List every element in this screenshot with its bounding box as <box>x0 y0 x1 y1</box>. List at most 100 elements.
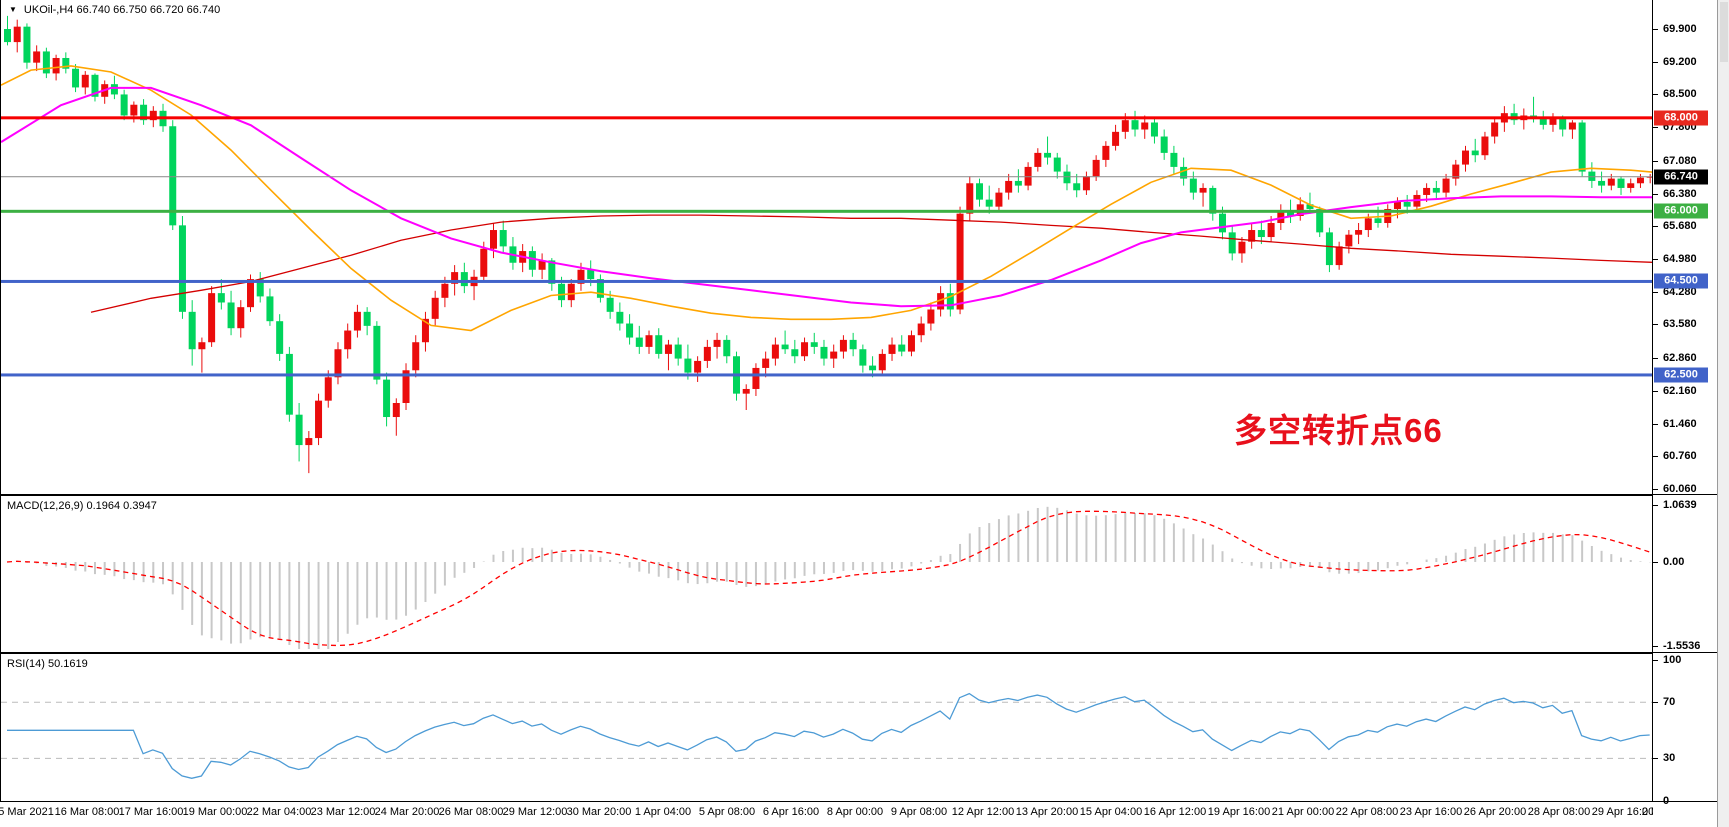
price-badge-66.000: 66.000 <box>1654 203 1708 219</box>
candle-body <box>23 26 31 63</box>
candle-body <box>1063 171 1071 184</box>
candle-body <box>1617 178 1625 188</box>
candle-body <box>976 183 983 200</box>
candle-body <box>208 293 216 343</box>
price-tick-mark <box>1653 291 1658 293</box>
candle-body <box>1199 187 1207 193</box>
macd-values: 0.1964 0.3947 <box>86 500 157 512</box>
ma-slow-red-line <box>90 214 1652 313</box>
price-tick-mark <box>1653 390 1658 392</box>
candle-body <box>1432 187 1440 193</box>
vertical-scrollbar[interactable] <box>1717 0 1729 827</box>
candle-body <box>626 323 634 338</box>
candle-body <box>820 346 828 359</box>
rsi-panel[interactable]: RSI(14) 50.1619 <box>0 653 1653 802</box>
candle-body <box>188 311 196 350</box>
hline-66.740[interactable] <box>1 176 1652 178</box>
macd-panel[interactable]: MACD(12,26,9) 0.1964 0.3947 <box>0 495 1653 653</box>
candle-body <box>956 213 964 310</box>
price-tick-label: 66.380 <box>1663 187 1697 200</box>
price-tick-label: 61.460 <box>1663 417 1697 430</box>
time-label: 5 Apr 08:00 <box>698 806 756 818</box>
candle-body <box>490 230 497 249</box>
hline-66.000[interactable] <box>1 209 1652 213</box>
time-label: 6 Apr 16:00 <box>762 806 820 818</box>
macd-canvas[interactable] <box>1 496 1652 652</box>
hline-62.500[interactable] <box>1 373 1652 377</box>
price-tick-label: 68.500 <box>1663 88 1697 101</box>
candle-body <box>1044 152 1052 158</box>
time-label: 19 Mar 00:00 <box>182 806 248 818</box>
candle-body <box>1374 218 1382 224</box>
candle-body <box>1092 159 1100 177</box>
price-tick-mark <box>1653 456 1658 458</box>
candle-body <box>606 297 614 312</box>
candle-body <box>1578 122 1586 172</box>
candle-body <box>762 358 770 368</box>
candle-body <box>1462 150 1469 165</box>
candle-body <box>635 337 643 347</box>
candle-body <box>62 57 70 69</box>
rsi-tick-mark <box>1653 800 1658 802</box>
candle-body <box>178 225 186 312</box>
candle-body <box>664 344 672 354</box>
hline-68.000[interactable] <box>1 116 1652 120</box>
price-tick-mark <box>1653 489 1658 491</box>
candle-body <box>140 104 148 121</box>
candle-body <box>324 377 332 401</box>
candle-body <box>946 293 954 310</box>
candle-body <box>1141 122 1149 130</box>
candle-body <box>937 293 945 310</box>
rsi-tick-mark <box>1653 758 1658 760</box>
time-label: 8 Apr 00:00 <box>826 806 884 818</box>
candle-body <box>431 297 439 319</box>
candle-body <box>130 104 138 116</box>
main-chart-panel[interactable]: ▼ UKOil-,H4 66.740 66.750 66.720 66.740 多… <box>0 0 1653 495</box>
time-label: 15 Mar 2021 <box>0 806 54 818</box>
main-chart-canvas[interactable] <box>1 0 1652 493</box>
candle-body <box>1306 204 1314 209</box>
time-label: 13 Apr 20:00 <box>1015 806 1079 818</box>
time-label: 24 Mar 20:00 <box>374 806 440 818</box>
time-label: 9 Apr 08:00 <box>890 806 948 818</box>
candle-body <box>198 342 206 350</box>
scrollbar-thumb[interactable] <box>1720 2 1728 62</box>
time-label: 30 Mar 20:00 <box>566 806 632 818</box>
rsi-canvas[interactable] <box>1 654 1652 801</box>
candle-body <box>72 68 80 88</box>
candle-body <box>1267 223 1275 238</box>
candle-body <box>1355 230 1363 235</box>
price-tick-label: 65.680 <box>1663 220 1697 233</box>
candle-body <box>1442 178 1450 193</box>
candle-body <box>421 318 429 343</box>
symbol-ohlc-header: ▼ UKOil-,H4 66.740 66.750 66.720 66.740 <box>9 4 220 16</box>
hline-64.500[interactable] <box>1 279 1652 283</box>
annotation-text[interactable]: 多空转折点66 <box>1234 412 1443 449</box>
candle-body <box>801 342 809 357</box>
candle-body <box>1034 152 1042 167</box>
candle-body <box>169 126 177 226</box>
time-label: 15 Apr 04:00 <box>1079 806 1143 818</box>
dropdown-arrow-icon[interactable]: ▼ <box>9 5 17 14</box>
price-tick-mark <box>1653 193 1658 195</box>
rsi-tick-mark <box>1653 660 1658 662</box>
price-tick-label: 63.580 <box>1663 318 1697 331</box>
candle-body <box>752 367 760 389</box>
candle-body <box>558 283 566 301</box>
candle-body <box>1335 246 1343 266</box>
macd-scale-label: 0.00 <box>1663 556 1685 568</box>
candle-body <box>898 344 906 352</box>
time-label: 29 Apr 16:00 <box>1591 806 1655 818</box>
price-badge-64.500: 64.500 <box>1654 273 1708 289</box>
candle-body <box>1082 176 1090 191</box>
candle-body <box>655 335 663 354</box>
candle-body <box>363 311 371 326</box>
candle-body <box>1568 122 1576 130</box>
price-tick-mark <box>1653 61 1658 63</box>
price-axis[interactable]: 69.900 69.200 68.500 67.800 67.080 66.380 65.6… <box>1653 0 1717 827</box>
candle-body <box>577 269 585 284</box>
candle-body <box>1112 131 1120 146</box>
candle-body <box>791 349 799 357</box>
price-tick-label: 69.900 <box>1663 23 1697 35</box>
